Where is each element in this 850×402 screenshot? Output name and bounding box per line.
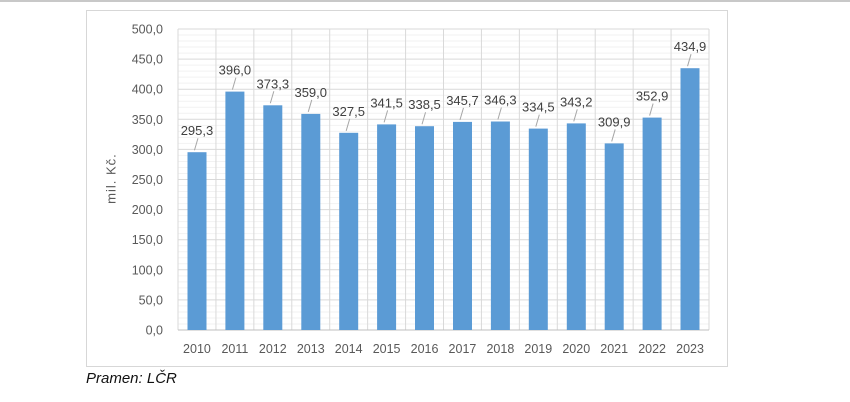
bar [453, 121, 472, 331]
y-tick-label: 400,0 [132, 83, 163, 97]
bar [490, 121, 510, 330]
bar-chart-canvas: 0,0 50,0 100,0 150,0 200,0 250,0 300,0 350,0 400… [132, 23, 710, 356]
data-label: 352,9 [636, 89, 669, 104]
y-tick-label: 350,0 [132, 113, 163, 127]
data-label: 345,7 [446, 93, 479, 108]
data-label-leader-line [307, 99, 313, 113]
data-label: 343,2 [560, 94, 593, 109]
x-tick-label: 2017 [449, 342, 477, 356]
x-tick-label: 2023 [676, 342, 704, 356]
x-tick-label: 2010 [183, 342, 211, 356]
y-tick-label: 500,0 [132, 23, 163, 37]
y-axis-title: mil. Kč. [103, 153, 119, 204]
x-tick-label: 2016 [411, 342, 439, 356]
data-label-leader-line [649, 103, 654, 116]
data-label-leader-line [687, 54, 692, 67]
data-label-leader-line [345, 118, 351, 131]
data-label-leader-line [383, 110, 389, 123]
bar [528, 128, 548, 330]
x-tick-label: 2021 [600, 342, 628, 356]
data-label-leader-line [611, 129, 616, 142]
data-label-leader-line [193, 138, 199, 151]
x-tick-label: 2015 [373, 342, 401, 356]
y-tick-label: 50,0 [139, 293, 163, 307]
x-tick-label: 2019 [524, 342, 552, 356]
x-tick-label: 2013 [297, 342, 325, 356]
bar [301, 113, 321, 331]
x-tick-label: 2014 [335, 342, 363, 356]
y-tick-label: 100,0 [132, 263, 163, 277]
top-divider [0, 0, 850, 2]
bar [263, 105, 283, 330]
y-tick-label: 200,0 [132, 203, 163, 217]
data-label: 346,3 [484, 93, 517, 108]
data-label-leader-line [535, 114, 540, 127]
x-tick-label: 2020 [562, 342, 590, 356]
x-tick-label: 2018 [486, 342, 514, 356]
y-tick-label: 150,0 [132, 233, 163, 247]
bar [680, 68, 700, 330]
x-tick-label: 2011 [221, 342, 248, 356]
source-note: Pramen: LČR [86, 370, 177, 387]
data-label-leader-line [269, 91, 275, 104]
bar [415, 126, 434, 330]
data-label-leader-line [573, 109, 578, 122]
data-label-leader-line [497, 107, 502, 120]
bar [642, 117, 662, 330]
bar [187, 152, 207, 330]
x-tick-label: 2012 [259, 342, 287, 356]
data-label: 327,5 [332, 104, 365, 119]
y-tick-label: 300,0 [132, 143, 163, 157]
y-tick-label: 250,0 [132, 173, 163, 187]
bar-chart: 0,0 50,0 100,0 150,0 200,0 250,0 300,0 350,0 400… [86, 10, 728, 367]
data-label: 309,9 [598, 114, 631, 129]
y-tick-label: 450,0 [132, 53, 163, 67]
bar [377, 124, 397, 331]
x-tick-label: 2022 [638, 342, 666, 356]
bar [566, 123, 586, 331]
data-label: 295,3 [181, 123, 214, 138]
data-label-leader-line [459, 107, 464, 121]
data-label: 434,9 [674, 39, 707, 54]
data-label: 373,3 [257, 76, 290, 91]
data-label: 359,0 [294, 85, 327, 100]
data-label: 338,5 [408, 97, 441, 112]
data-label: 341,5 [370, 95, 403, 110]
data-label-leader-line [231, 77, 237, 90]
data-label-leader-line [421, 112, 427, 125]
data-label: 334,5 [522, 100, 555, 115]
y-tick-label: 0,0 [146, 324, 163, 338]
bar [339, 132, 359, 330]
bar [604, 143, 624, 330]
bar [225, 91, 245, 330]
data-label: 396,0 [219, 63, 252, 78]
